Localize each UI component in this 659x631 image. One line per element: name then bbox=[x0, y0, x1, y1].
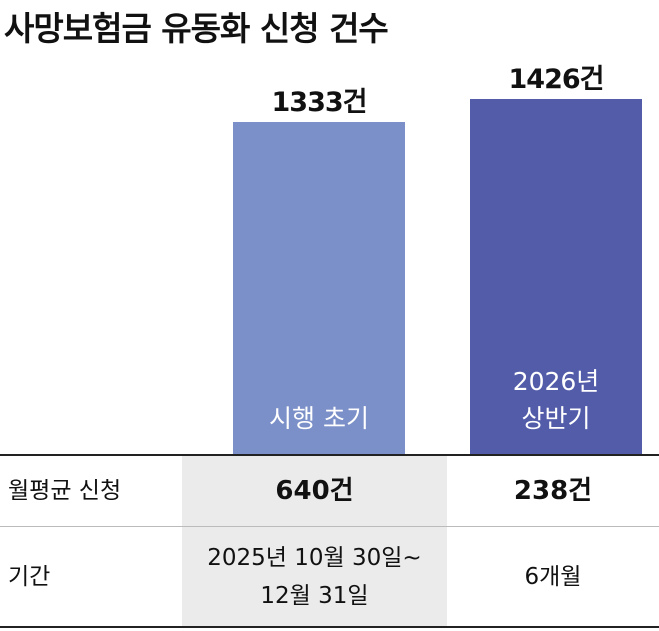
category-label: 2026년 상반기 bbox=[512, 367, 600, 433]
table-rule bbox=[0, 526, 659, 527]
table-bg bbox=[182, 456, 447, 626]
bar bbox=[470, 99, 642, 455]
table-rule bbox=[0, 626, 659, 628]
row-header: 기간 bbox=[8, 563, 51, 590]
table-rule bbox=[0, 454, 659, 456]
table-cell: 640건 bbox=[275, 476, 354, 506]
value-label: 1426건 bbox=[508, 64, 605, 95]
table-cell: 2025년 10월 30일~ 12월 31일 bbox=[207, 544, 422, 609]
table-cell: 238건 bbox=[513, 476, 593, 506]
table-cell: 6개월 bbox=[524, 563, 582, 590]
row-header: 월평균 신청 bbox=[8, 478, 122, 504]
value-label: 1333건 bbox=[271, 87, 368, 119]
category-label: 시행 초기 bbox=[269, 404, 369, 433]
bar bbox=[233, 122, 405, 455]
chart-title: 사망보험금 유동화 신청 건수 bbox=[4, 9, 389, 48]
